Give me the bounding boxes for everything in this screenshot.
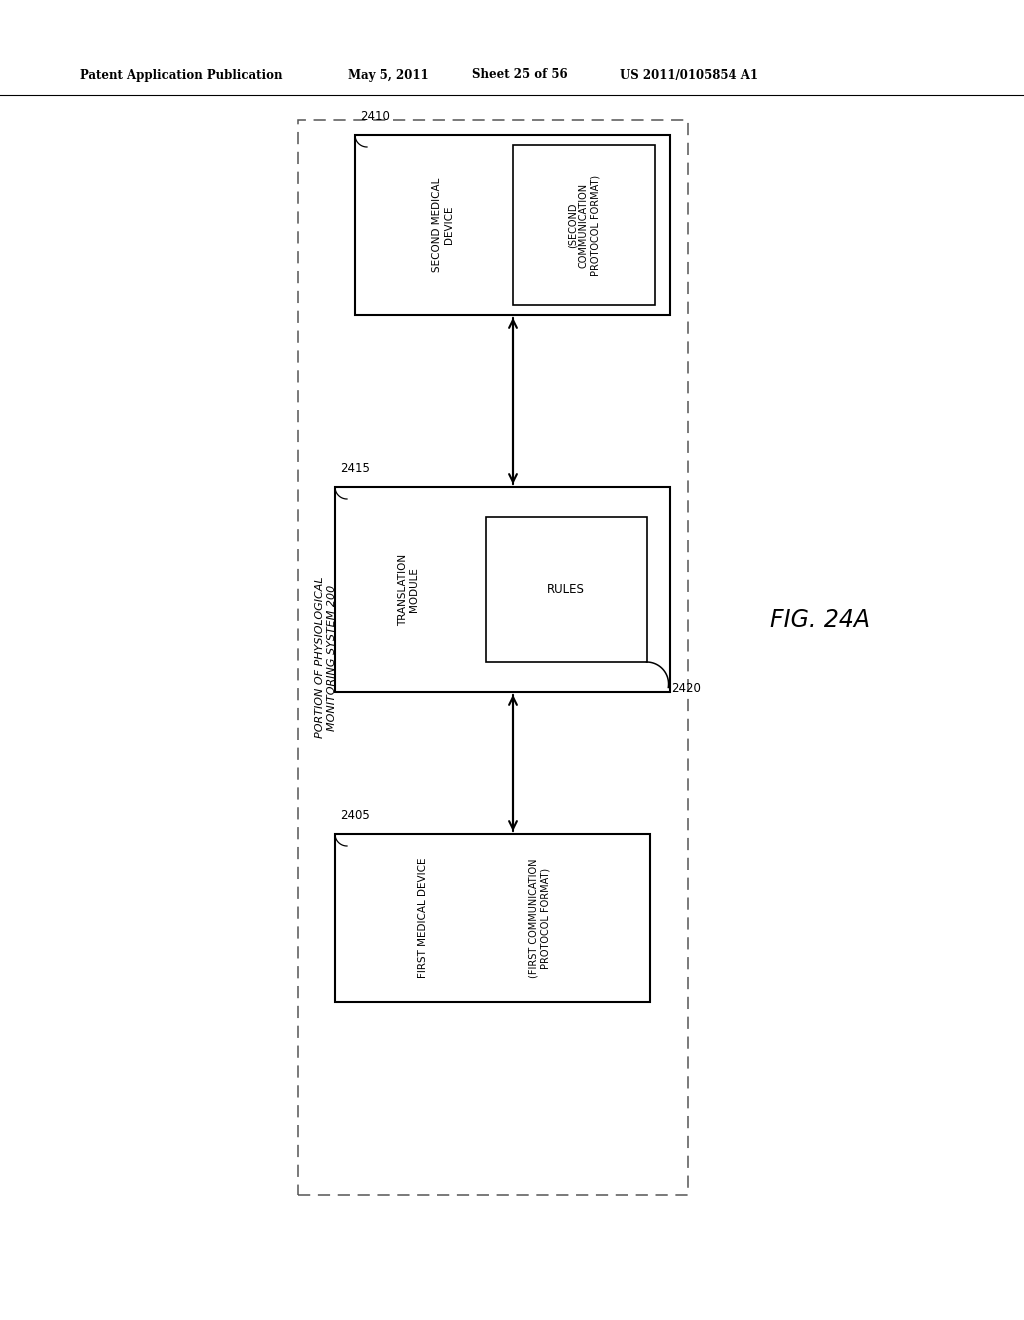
Text: PORTION OF PHYSIOLOGICAL
MONITORING SYSTEM 200: PORTION OF PHYSIOLOGICAL MONITORING SYST… (315, 577, 337, 738)
Text: (FIRST COMMUNICATION
PROTOCOL FORMAT): (FIRST COMMUNICATION PROTOCOL FORMAT) (529, 858, 551, 978)
Text: 2415: 2415 (340, 462, 370, 475)
Text: TRANSLATION
MODULE: TRANSLATION MODULE (398, 553, 420, 626)
Text: RULES: RULES (547, 583, 585, 597)
Text: Patent Application Publication: Patent Application Publication (80, 69, 283, 82)
Text: FIG. 24A: FIG. 24A (770, 609, 870, 632)
Text: FIRST MEDICAL DEVICE: FIRST MEDICAL DEVICE (418, 858, 428, 978)
Text: 2420: 2420 (672, 682, 701, 694)
Text: US 2011/0105854 A1: US 2011/0105854 A1 (620, 69, 758, 82)
Text: May 5, 2011: May 5, 2011 (348, 69, 429, 82)
Text: (SECOND
COMMUNICATION
PROTOCOL FORMAT): (SECOND COMMUNICATION PROTOCOL FORMAT) (567, 174, 600, 276)
Bar (335, 487, 670, 692)
Bar (335, 834, 650, 1002)
Bar (485, 517, 646, 663)
Text: SECOND MEDICAL
DEVICE: SECOND MEDICAL DEVICE (432, 178, 454, 272)
Text: Sheet 25 of 56: Sheet 25 of 56 (472, 69, 567, 82)
Text: 2410: 2410 (360, 110, 390, 123)
Text: 2405: 2405 (340, 809, 370, 822)
Bar (355, 135, 670, 315)
Bar (512, 145, 655, 305)
Bar (298, 120, 688, 1195)
